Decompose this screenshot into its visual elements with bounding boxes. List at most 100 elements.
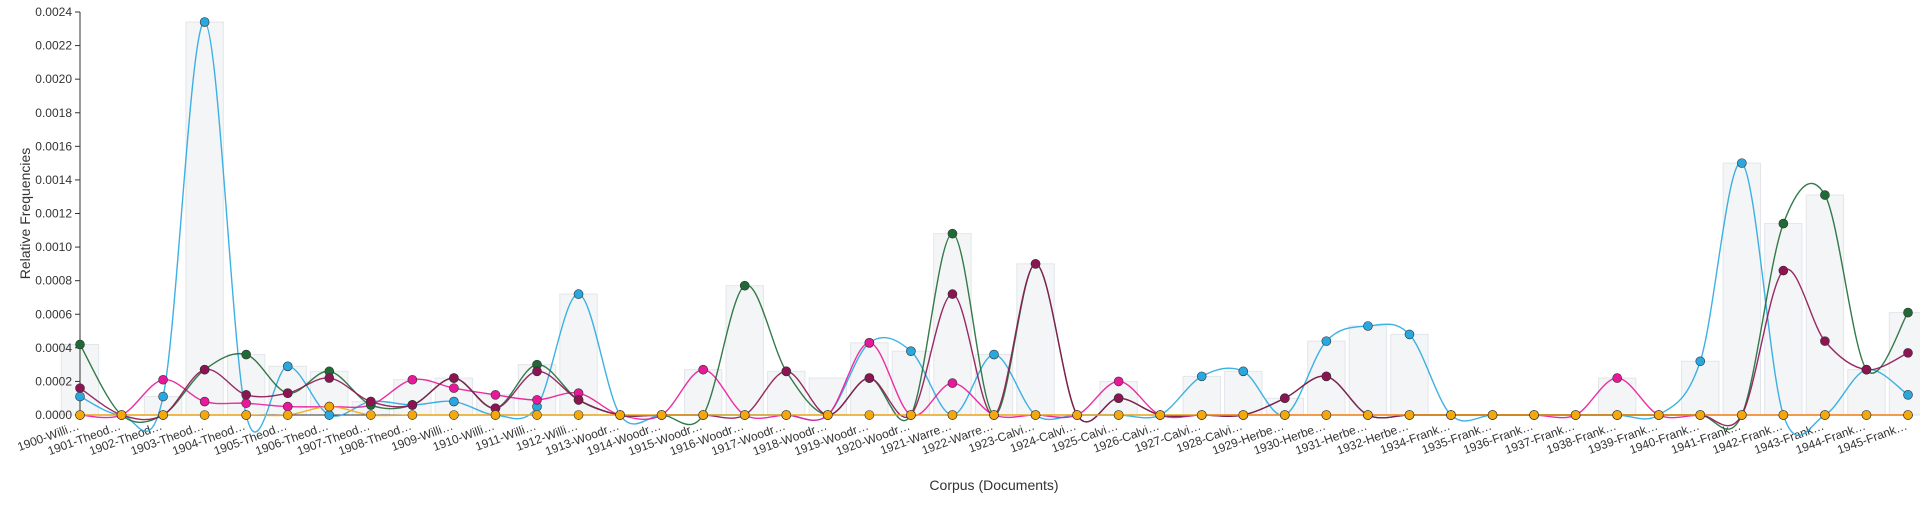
data-point-series-3[interactable] (199, 364, 210, 375)
data-point-series-0[interactable] (449, 396, 459, 407)
data-point-series-2[interactable] (241, 349, 251, 360)
data-point-series-4[interactable] (1778, 410, 1789, 420)
data-point-series-1[interactable] (449, 383, 459, 393)
data-point-series-4[interactable] (1861, 410, 1872, 420)
data-point-series-4[interactable] (1113, 410, 1124, 420)
data-point-series-1[interactable] (241, 398, 251, 409)
data-point-series-4[interactable] (407, 410, 418, 420)
data-point-series-3[interactable] (1861, 364, 1872, 375)
data-point-series-4[interactable] (449, 410, 459, 420)
data-point-series-2[interactable] (947, 228, 958, 239)
data-point-series-0[interactable] (1321, 336, 1332, 346)
data-point-series-1[interactable] (1612, 373, 1622, 383)
data-point-series-2[interactable] (75, 339, 85, 350)
data-point-series-1[interactable] (864, 337, 875, 348)
data-point-series-4[interactable] (1238, 410, 1249, 420)
data-point-series-1[interactable] (490, 390, 501, 400)
data-point-series-2[interactable] (1903, 307, 1913, 318)
data-point-series-4[interactable] (1820, 410, 1830, 420)
data-point-series-0[interactable] (573, 289, 584, 299)
data-point-series-3[interactable] (1820, 336, 1830, 346)
data-point-series-4[interactable] (1653, 410, 1664, 420)
data-point-series-3[interactable] (1113, 393, 1124, 404)
data-point-series-4[interactable] (739, 410, 750, 420)
data-point-series-3[interactable] (282, 388, 293, 398)
data-point-series-3[interactable] (1321, 371, 1332, 382)
data-point-series-2[interactable] (739, 280, 750, 291)
data-point-series-4[interactable] (1446, 410, 1456, 420)
data-point-series-4[interactable] (532, 410, 542, 420)
data-point-series-1[interactable] (532, 395, 542, 405)
data-point-series-4[interactable] (1030, 410, 1041, 420)
data-point-series-4[interactable] (781, 410, 792, 420)
data-point-series-0[interactable] (1404, 329, 1415, 340)
data-point-series-4[interactable] (490, 410, 501, 420)
data-point-series-3[interactable] (449, 373, 459, 383)
data-point-series-3[interactable] (1903, 348, 1913, 358)
data-point-series-4[interactable] (1321, 410, 1332, 420)
data-point-series-3[interactable] (781, 366, 792, 377)
data-point-series-4[interactable] (1529, 410, 1539, 420)
data-point-series-1[interactable] (407, 374, 418, 385)
data-point-series-4[interactable] (864, 410, 875, 420)
data-point-series-0[interactable] (158, 391, 168, 402)
data-point-series-4[interactable] (116, 410, 127, 420)
data-point-series-1[interactable] (199, 396, 210, 407)
data-point-series-0[interactable] (1695, 356, 1706, 367)
data-point-series-0[interactable] (1737, 158, 1747, 168)
data-point-series-3[interactable] (573, 395, 584, 405)
data-point-series-4[interactable] (282, 410, 293, 420)
data-point-series-1[interactable] (947, 378, 958, 388)
data-point-series-1[interactable] (158, 374, 168, 385)
data-point-series-0[interactable] (75, 391, 85, 402)
data-point-series-4[interactable] (1072, 410, 1082, 420)
data-point-series-3[interactable] (241, 390, 251, 400)
data-point-series-3[interactable] (532, 366, 542, 377)
data-point-series-0[interactable] (1363, 321, 1373, 331)
data-point-series-4[interactable] (1280, 410, 1290, 420)
data-point-series-0[interactable] (906, 346, 916, 356)
data-point-series-3[interactable] (1778, 265, 1789, 276)
data-point-series-4[interactable] (1363, 410, 1373, 420)
data-point-series-0[interactable] (1196, 371, 1207, 382)
data-point-series-4[interactable] (75, 410, 85, 420)
data-point-series-1[interactable] (1113, 376, 1124, 387)
data-point-series-4[interactable] (1155, 410, 1165, 420)
data-point-series-4[interactable] (989, 410, 999, 420)
data-point-series-1[interactable] (698, 364, 708, 375)
data-point-series-4[interactable] (823, 410, 833, 420)
data-point-series-1[interactable] (282, 401, 293, 412)
data-point-series-4[interactable] (1404, 410, 1415, 420)
data-point-series-4[interactable] (158, 410, 168, 420)
data-point-series-4[interactable] (656, 410, 667, 420)
data-point-series-3[interactable] (1030, 259, 1041, 269)
data-point-series-4[interactable] (573, 410, 584, 420)
data-point-series-0[interactable] (1238, 366, 1249, 377)
data-point-series-2[interactable] (1778, 218, 1789, 229)
data-point-series-4[interactable] (1612, 410, 1622, 420)
data-point-series-3[interactable] (864, 373, 875, 383)
data-point-series-4[interactable] (324, 401, 335, 412)
data-point-series-4[interactable] (241, 410, 251, 420)
data-point-series-3[interactable] (366, 396, 376, 407)
data-point-series-4[interactable] (1196, 410, 1207, 420)
data-point-series-4[interactable] (1487, 410, 1498, 420)
data-point-series-3[interactable] (75, 383, 85, 393)
data-point-series-4[interactable] (698, 410, 708, 420)
data-point-series-0[interactable] (1903, 390, 1913, 400)
data-point-series-3[interactable] (324, 373, 335, 383)
data-point-series-4[interactable] (366, 410, 376, 420)
data-point-series-2[interactable] (1820, 190, 1830, 200)
data-point-series-3[interactable] (947, 289, 958, 299)
data-point-series-4[interactable] (1570, 410, 1581, 420)
data-point-series-4[interactable] (1737, 410, 1747, 420)
data-point-series-3[interactable] (1280, 393, 1290, 404)
data-point-series-4[interactable] (1903, 410, 1913, 420)
data-point-series-4[interactable] (906, 410, 916, 420)
data-point-series-0[interactable] (989, 349, 999, 360)
data-point-series-0[interactable] (199, 17, 210, 27)
data-point-series-4[interactable] (199, 410, 210, 420)
data-point-series-0[interactable] (324, 410, 335, 420)
data-point-series-0[interactable] (282, 361, 293, 372)
data-point-series-4[interactable] (1695, 410, 1706, 420)
